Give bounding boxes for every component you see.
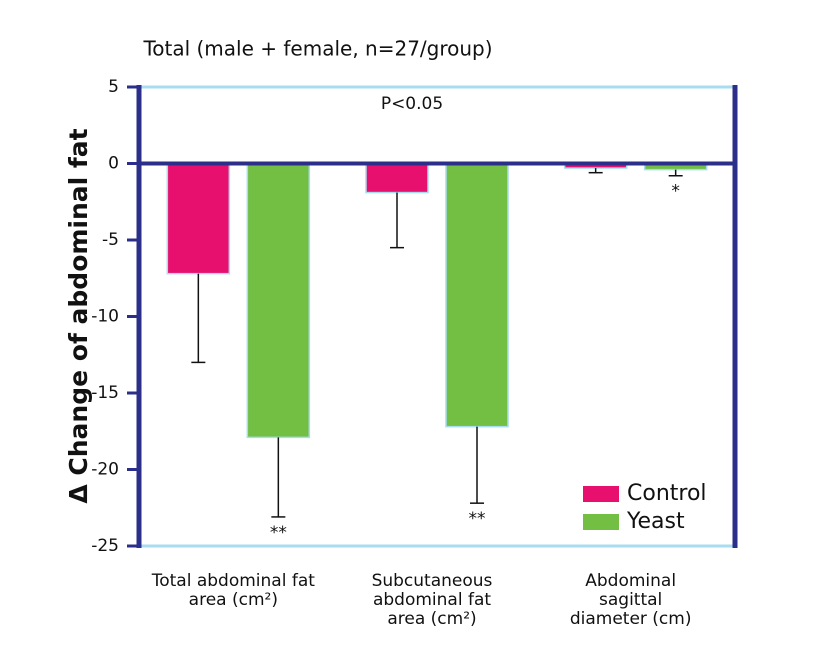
bar [166,162,231,275]
bar [445,162,509,428]
legend-label: Control [627,481,707,506]
legend-label: Yeast [626,509,685,534]
y-tick-label: -20 [91,460,119,480]
chart-title: Total (male + female, n=27/group) [142,37,492,61]
y-tick-label: -5 [102,230,119,250]
y-tick-label: -25 [91,536,119,556]
error-bar [470,426,484,504]
bar [246,162,311,439]
y-axis-label: Δ Change of abdominal fat [64,128,93,503]
y-tick-label: -10 [91,307,119,327]
error-bar [668,169,683,177]
significance-label: ** [270,523,287,543]
legend-swatch [583,486,619,502]
x-tick-label: Abdominal sagittal diameter (cm) [569,571,692,629]
error-bar [271,437,286,518]
significance-label: ** [469,509,486,529]
annotation: P<0.05 [381,94,443,114]
error-bar [191,273,206,364]
significance-label: * [671,182,680,202]
error-bar [588,168,603,174]
x-tick-label: Total abdominal fat area (cm²) [151,571,315,610]
error-bar [390,192,404,249]
bar [365,162,429,194]
y-tick-label: -15 [91,383,119,403]
legend-swatch [583,514,619,530]
x-tick-label: Subcutaneous abdominal fat area (cm²) [371,571,493,629]
y-tick-label: 0 [108,154,119,174]
y-tick-label: 5 [108,77,119,97]
